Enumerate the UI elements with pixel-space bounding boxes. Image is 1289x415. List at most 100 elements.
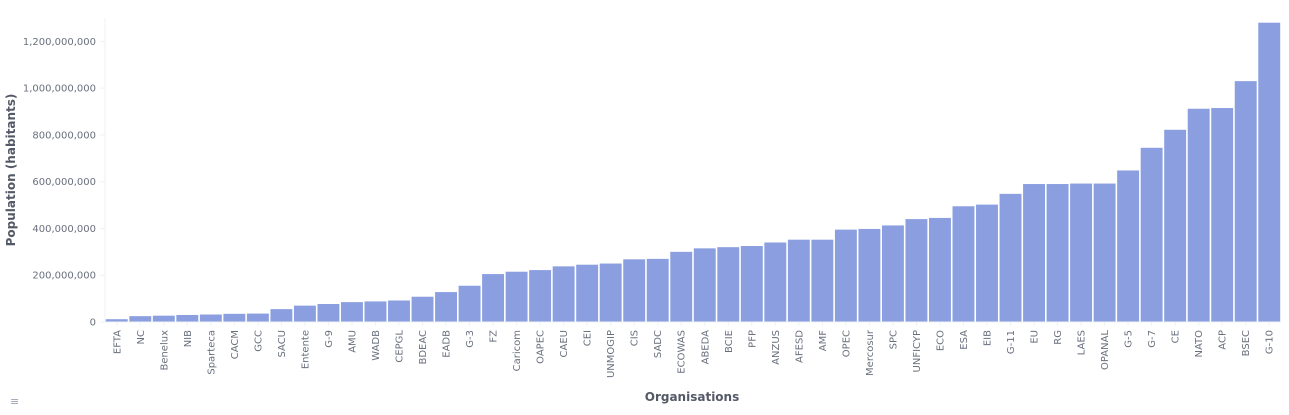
x-tick-label: Benelux: [159, 330, 170, 371]
y-tick-label: 400,000,000: [32, 224, 96, 235]
x-tick-label: EFTA: [112, 330, 123, 354]
x-tick-label: UNFICYP: [912, 330, 923, 372]
x-tick-label: ACP: [1218, 330, 1229, 350]
x-tick-label: AFESD: [794, 330, 805, 363]
x-tick-label: G-7: [1147, 330, 1158, 348]
bar-bdeac[interactable]: [411, 296, 434, 322]
bar-cacm[interactable]: [223, 313, 246, 322]
bar-sacu[interactable]: [270, 309, 293, 322]
x-tick-label: OPEC: [841, 330, 852, 357]
bars: [105, 22, 1281, 323]
bar-ecowas[interactable]: [670, 251, 693, 322]
x-tick-label: RG: [1053, 330, 1064, 345]
bar-afesd[interactable]: [787, 239, 810, 322]
bar-mercosur[interactable]: [858, 228, 881, 322]
bar-cei[interactable]: [576, 264, 599, 322]
x-tick-label: AMU: [347, 330, 358, 353]
x-tick-label: OPANAL: [1100, 330, 1111, 370]
bar-rg[interactable]: [1046, 184, 1069, 322]
bar-sadc[interactable]: [646, 258, 669, 322]
x-tick-label: EU: [1030, 330, 1041, 344]
y-tick-label: 800,000,000: [32, 130, 96, 141]
bar-ce[interactable]: [1164, 129, 1187, 322]
x-tick-label: CACM: [230, 330, 241, 359]
x-tick-label: NIB: [183, 330, 194, 347]
list-icon[interactable]: ≡: [10, 395, 20, 408]
bar-caeu[interactable]: [552, 266, 575, 322]
bar-g-3[interactable]: [458, 285, 481, 322]
x-tick-label: SPC: [888, 330, 899, 349]
bar-wadb[interactable]: [364, 301, 387, 322]
bar-fz[interactable]: [482, 274, 505, 322]
y-tick-label: 200,000,000: [32, 271, 96, 282]
bar-benelux[interactable]: [152, 315, 175, 322]
x-tick-label: Entente: [300, 330, 311, 369]
bar-laes[interactable]: [1070, 183, 1093, 322]
x-tick-label: NATO: [1194, 330, 1205, 358]
x-tick-label: Sparteca: [206, 330, 217, 375]
bar-abeda[interactable]: [693, 248, 716, 322]
x-tick-label: BCIE: [724, 330, 735, 353]
bar-bcie[interactable]: [717, 247, 740, 322]
x-tick-label: LAES: [1077, 330, 1088, 355]
bar-spc[interactable]: [881, 225, 904, 322]
bar-unmogip[interactable]: [599, 263, 622, 322]
bar-oapec[interactable]: [529, 270, 552, 322]
bar-anzus[interactable]: [764, 242, 787, 322]
bar-g-9[interactable]: [317, 303, 340, 322]
y-tick-label: 1,000,000,000: [23, 84, 96, 95]
x-tick-label: CEI: [583, 330, 594, 346]
bar-efta[interactable]: [105, 319, 128, 322]
bar-gcc[interactable]: [246, 313, 269, 322]
x-tick-label: GCC: [253, 330, 264, 352]
bar-g-7[interactable]: [1140, 147, 1163, 322]
bar-nato[interactable]: [1187, 108, 1210, 323]
x-tick-label: BSEC: [1241, 330, 1252, 356]
bar-amu[interactable]: [341, 302, 363, 322]
bar-g-11[interactable]: [999, 193, 1022, 322]
bar-opec[interactable]: [834, 229, 857, 322]
x-tick-label: G-10: [1265, 330, 1276, 354]
x-tick-label: WADB: [371, 330, 382, 361]
bar-esa[interactable]: [952, 206, 975, 322]
bar-nc[interactable]: [129, 316, 152, 322]
bar-eadb[interactable]: [435, 292, 457, 322]
x-tick-label: CE: [1171, 330, 1182, 343]
x-tick-label: EADB: [442, 330, 453, 358]
x-axis-title: Organisations: [645, 390, 739, 404]
x-tick-label: G-11: [1006, 330, 1017, 354]
x-tick-label: AMF: [818, 330, 829, 351]
x-tick-label: Mercosur: [865, 329, 876, 376]
bar-g-5[interactable]: [1117, 170, 1140, 322]
x-tick-label: ABEDA: [700, 330, 711, 365]
bar-bsec[interactable]: [1234, 81, 1257, 322]
bar-cis[interactable]: [623, 259, 646, 322]
x-tick-label: Caricom: [512, 330, 523, 371]
bar-eib[interactable]: [976, 204, 998, 322]
bar-unficyp[interactable]: [905, 219, 928, 322]
bar-sparteca[interactable]: [199, 314, 222, 322]
bar-entente[interactable]: [293, 305, 316, 322]
x-tick-label: G-9: [324, 330, 335, 348]
bar-opanal[interactable]: [1093, 183, 1116, 322]
bar-acp[interactable]: [1211, 108, 1234, 323]
x-tick-label: SACU: [277, 330, 288, 358]
bar-cepgl[interactable]: [388, 300, 410, 322]
x-tick-label: G-5: [1124, 330, 1135, 348]
x-axis: EFTA NC Benelux NIB Sparteca CACM GCC SACU Enten…: [105, 321, 1281, 378]
x-tick-label: UNMOGIP: [606, 330, 617, 378]
x-tick-label: NC: [136, 330, 147, 344]
bar-pfp[interactable]: [740, 246, 763, 322]
x-tick-label: OAPEC: [536, 330, 547, 364]
bar-amf[interactable]: [811, 239, 834, 322]
bar-g-10[interactable]: [1258, 22, 1281, 323]
x-tick-label: BDEAC: [418, 330, 429, 365]
bar-caricom[interactable]: [505, 271, 528, 322]
bar-eco[interactable]: [929, 217, 951, 322]
x-tick-label: FZ: [489, 330, 500, 343]
x-tick-label: SADC: [653, 330, 664, 358]
bar-eu[interactable]: [1023, 184, 1045, 322]
x-tick-label: CAEU: [559, 330, 570, 357]
bar-nib[interactable]: [176, 314, 199, 322]
